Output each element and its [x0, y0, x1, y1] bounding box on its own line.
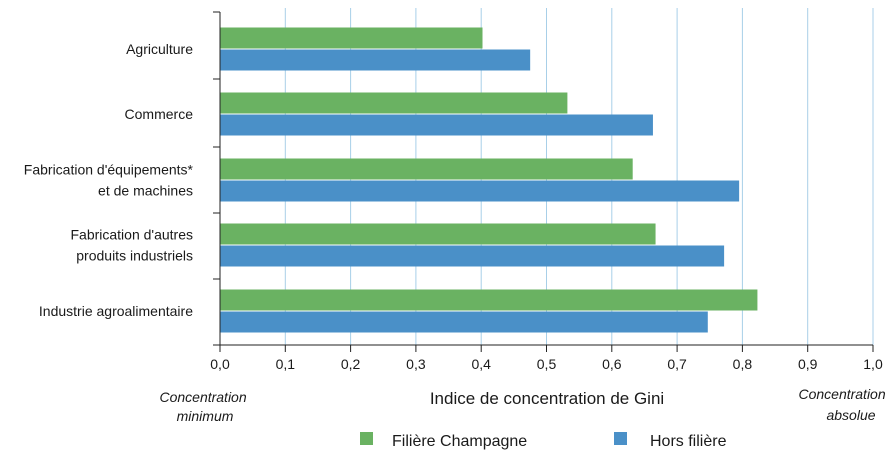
category-label-line: Industrie agroalimentaire — [39, 303, 193, 319]
bar-filiere-champagne — [220, 27, 483, 49]
max-note-line-2: absolue — [826, 407, 875, 423]
x-tick-label: 0,1 — [276, 356, 296, 372]
x-tick-label: 1,0 — [863, 356, 883, 372]
axes — [213, 11, 874, 352]
category-label-line: Agriculture — [126, 41, 193, 57]
bar-filiere-champagne — [220, 223, 656, 245]
min-note-line-2: minimum — [177, 408, 234, 424]
bar-hors-filiere — [220, 311, 708, 333]
min-note: Concentration minimum — [159, 389, 250, 424]
category-label-line: Fabrication d'équipements* — [24, 162, 194, 178]
category-labels: Agriculture Commerce Fabrication d'équipem… — [24, 41, 194, 319]
legend-swatch-filiere-champagne — [360, 432, 373, 445]
bar-filiere-champagne — [220, 289, 758, 311]
bar-hors-filiere — [220, 180, 740, 202]
x-tick-label: 0,4 — [471, 356, 491, 372]
bar-filiere-champagne — [220, 158, 633, 180]
legend-swatch-hors-filiere — [614, 432, 627, 445]
bar-hors-filiere — [220, 245, 725, 267]
bar-hors-filiere — [220, 114, 653, 136]
legend: Filière Champagne Hors filière — [360, 432, 727, 450]
x-tick-label: 0,9 — [798, 356, 818, 372]
x-tick-labels: 0,0 0,1 0,2 0,3 0,4 0,5 0,6 0,7 0,8 0,9 1,0 — [210, 356, 883, 372]
x-tick-label: 0,5 — [537, 356, 557, 372]
x-tick-label: 0,0 — [210, 356, 230, 372]
bar-filiere-champagne — [220, 92, 568, 114]
x-tick-label: 0,3 — [406, 356, 426, 372]
x-tick-label: 0,8 — [733, 356, 753, 372]
category-label: Industrie agroalimentaire — [39, 303, 193, 319]
category-label: Agriculture — [126, 41, 193, 57]
max-note-line-1: Concentration — [798, 386, 885, 402]
x-tick-label: 0,7 — [667, 356, 687, 372]
bars — [220, 27, 758, 333]
category-label-line: et de machines — [98, 183, 193, 199]
x-tick-label: 0,2 — [341, 356, 361, 372]
category-label: Fabrication d'autres produits industriels — [70, 227, 193, 264]
max-note: Concentration absolue — [798, 386, 889, 423]
x-tick-label: 0,6 — [602, 356, 622, 372]
legend-label-filiere-champagne: Filière Champagne — [392, 433, 527, 450]
category-label-line: Fabrication d'autres — [70, 227, 193, 243]
category-label-line: Commerce — [125, 106, 194, 122]
bar-hors-filiere — [220, 49, 531, 71]
category-label: Commerce — [125, 106, 194, 122]
legend-label-hors-filiere: Hors filière — [650, 433, 727, 450]
min-note-line-1: Concentration — [159, 389, 246, 405]
category-label: Fabrication d'équipements* et de machines — [24, 162, 194, 199]
category-label-line: produits industriels — [76, 248, 193, 264]
x-axis-title: Indice de concentration de Gini — [430, 389, 664, 408]
